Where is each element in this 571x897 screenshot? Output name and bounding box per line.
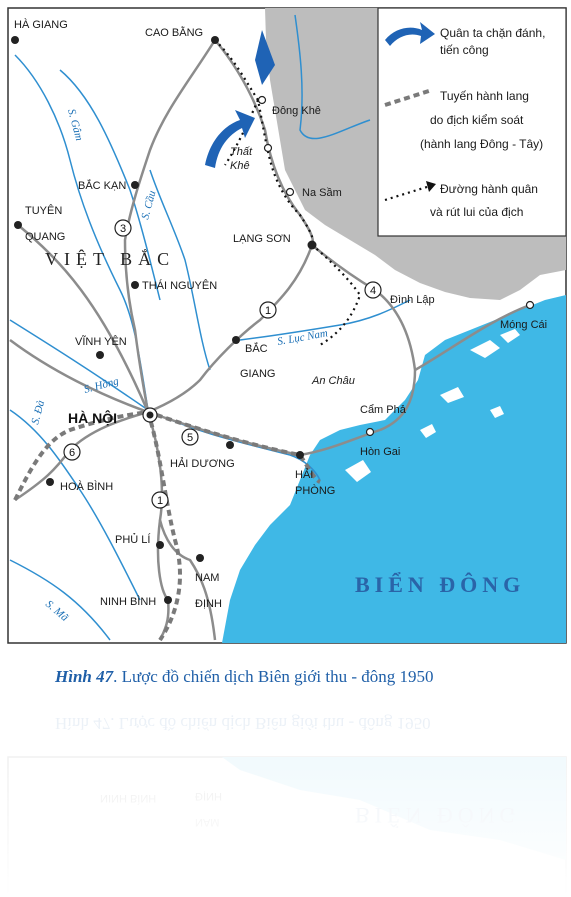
legend-corridor-3: (hành lang Đông - Tây) — [420, 137, 543, 151]
caption-figure: Hình 47 — [54, 667, 115, 686]
label-hai-duong: HẢI DƯƠNG — [170, 457, 235, 470]
label-dong-khe: Đông Khê — [272, 105, 321, 117]
label-hai-phong-2: PHÒNG — [295, 484, 335, 497]
enemy-route — [214, 39, 362, 346]
label-that-khe-2: Khê — [230, 160, 250, 172]
legend-attack: Quân ta chặn đánh, — [440, 26, 545, 40]
label-thai-nguyen: THÁI NGUYÊN — [142, 279, 217, 292]
legend-retreat-2: và rút lui của địch — [430, 205, 523, 219]
label-phu-li: PHỦ LÍ — [115, 533, 151, 546]
label-bac-giang-2: GIANG — [240, 368, 275, 380]
attack-arrow-dong-khe — [205, 110, 255, 168]
label-ha-noi: HÀ NỘI — [68, 409, 117, 426]
legend: Quân ta chặn đánh, tiến công Tuyến hành … — [377, 7, 567, 237]
route-5: 5 — [187, 432, 193, 444]
label-hon-gai: Hòn Gai — [360, 446, 400, 458]
label-that-khe-1: Thất — [230, 146, 253, 158]
route-shields — [63, 219, 382, 509]
legend-attack-icon — [385, 22, 435, 46]
route-1-south: 1 — [157, 495, 163, 507]
islands — [345, 329, 520, 482]
bien-dong-sea — [222, 295, 566, 643]
route-1-north: 1 — [265, 305, 271, 317]
caption-text: . Lược đồ chiến dịch Biên giới thu - đôn… — [113, 667, 433, 686]
label-hai-phong-1: HẢI — [295, 468, 313, 481]
label-nam-dinh-1: NAM — [195, 572, 219, 584]
legend-corridor: Tuyến hành lang — [440, 89, 529, 103]
label-nam-dinh-2: ĐỊNH — [195, 598, 222, 610]
label-cam-pha: Cẩm Phả — [360, 404, 407, 416]
legend-corridor-2: do địch kiểm soát — [430, 113, 524, 127]
attack-arrow-cao-bang — [255, 30, 275, 85]
legend-corridor-icon — [384, 88, 433, 107]
label-bien-dong: BIỂN ĐÔNG — [355, 572, 525, 597]
label-mong-cai: Móng Cái — [500, 319, 547, 331]
label-bac-giang-1: BẮC — [245, 342, 268, 355]
label-tuyen-quang-1: TUYÊN — [25, 204, 62, 217]
label-ha-giang: HÀ GIANG — [14, 18, 68, 31]
city-markers — [11, 36, 317, 604]
label-tuyen-quang-2: QUANG — [25, 231, 65, 243]
label-viet-bac: VIỆT BẮC — [45, 248, 175, 269]
figure-caption: Hình 47. Lược đồ chiến dịch Biên giới th… — [54, 667, 434, 686]
route-3: 3 — [120, 223, 126, 235]
label-hoa-binh: HOÀ BÌNH — [60, 480, 113, 493]
ha-noi-marker — [146, 411, 154, 419]
label-lang-son: LẠNG SƠN — [233, 233, 291, 245]
label-ninh-binh: NINH BÌNH — [100, 595, 156, 608]
reflection-fade — [0, 700, 571, 897]
route-6: 6 — [69, 447, 75, 459]
legend-retreat-icon — [384, 184, 431, 202]
label-cao-bang: CAO BẰNG — [145, 26, 203, 39]
label-an-chau: An Châu — [311, 375, 355, 387]
label-dinh-lap: Đình Lập — [390, 294, 435, 306]
route-4: 4 — [370, 285, 376, 297]
label-bac-kan: BẮC KẠN — [78, 179, 126, 192]
legend-attack-2: tiến công — [440, 43, 489, 57]
label-na-sam: Na Sầm — [302, 187, 342, 199]
legend-retreat: Đường hành quân — [440, 182, 538, 196]
label-vinh-yen: VĨNH YÊN — [75, 335, 127, 348]
